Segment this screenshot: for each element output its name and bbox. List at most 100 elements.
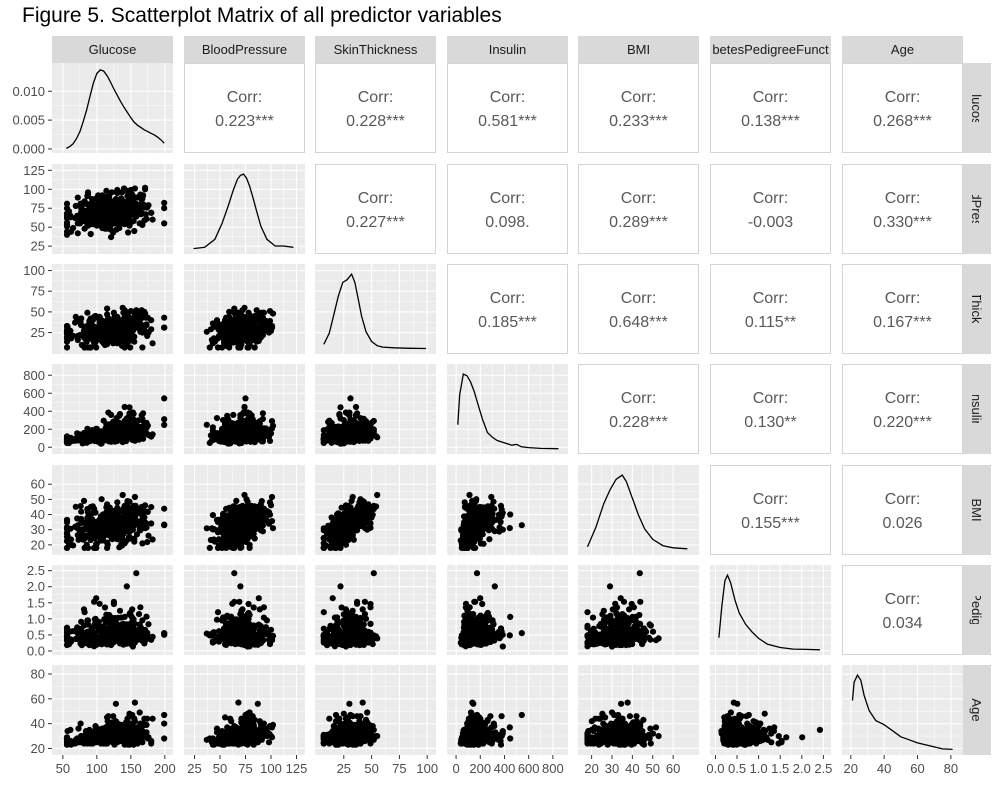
scatter-point (462, 504, 469, 511)
corr-value: 0.167*** (873, 314, 932, 331)
corr-panel-border (578, 164, 699, 254)
corr-heading: Corr: (621, 390, 657, 407)
scatter-point (121, 214, 128, 221)
scatter-point (244, 535, 251, 542)
corr-panel-border (578, 63, 699, 153)
corr-panel-border (842, 63, 963, 153)
scatter-point (232, 336, 239, 343)
scatter-point (337, 415, 344, 422)
scatter-point (499, 526, 506, 533)
scatter-point (237, 535, 244, 542)
scatter-point (103, 225, 110, 232)
scatter-point (89, 625, 96, 632)
scatter-point (244, 337, 251, 344)
scatter-point (345, 535, 352, 542)
scatter-point (120, 518, 127, 525)
scatter-point (138, 511, 145, 518)
column-strip-label: betesPedigreeFunct (712, 42, 829, 57)
scatter-point (352, 412, 360, 419)
scatter-point (79, 209, 86, 216)
scatter-point (224, 320, 231, 327)
scatter-point (219, 544, 226, 552)
scatter-point (373, 433, 380, 440)
scatter-point (237, 326, 244, 333)
scatter-point (135, 611, 143, 618)
scatter-point (139, 540, 146, 547)
row-strip-label: Glucose (969, 84, 984, 132)
scatter-point (360, 523, 367, 530)
scatter-point (243, 519, 250, 526)
column-strip-bg (447, 36, 568, 63)
scatter-point (220, 528, 227, 535)
corr-heading: Corr: (753, 89, 789, 106)
scatter-point (123, 187, 130, 194)
panel-background (184, 164, 305, 254)
scatter-point (99, 196, 107, 203)
panel-background (447, 364, 568, 454)
corr-value: 0.155*** (741, 515, 800, 532)
corr-value: 0.268*** (873, 113, 932, 130)
scatter-point (203, 421, 210, 428)
corr-panel-glucose-diabetespedigreefunction: Corr:0.138*** (710, 63, 831, 153)
scatter-point (63, 200, 71, 207)
corr-panel-bloodpressure-insulin: Corr:0.098. (447, 164, 568, 254)
scatter-point (233, 497, 240, 504)
scatter-point (80, 622, 88, 629)
scatter-point (131, 493, 138, 501)
scatter-point (230, 411, 237, 418)
scatter-point (137, 604, 144, 611)
scatter-point (346, 412, 353, 419)
scatter-point (83, 524, 90, 531)
scatter-point (142, 502, 149, 509)
scatter-point (100, 417, 107, 424)
scatter-point (106, 421, 113, 428)
row-strip-skinthickness: SkinThickness (963, 264, 991, 354)
scatter-point (96, 600, 103, 607)
scatter-point (227, 536, 234, 543)
scatter-point (257, 501, 264, 508)
scatter-point (86, 533, 93, 540)
scatter-point (63, 344, 71, 351)
scatter-point (91, 598, 98, 605)
scatter-point (355, 523, 362, 530)
scatter-point (161, 220, 168, 227)
scatter-point (224, 434, 231, 441)
scatter-point (349, 418, 356, 425)
column-strip-bloodpressure: BloodPressure (184, 36, 305, 63)
scatter-point (93, 641, 100, 649)
scatter-point (129, 409, 136, 416)
scatter-point (507, 511, 514, 518)
row-strip-bg (963, 665, 991, 755)
scatter-point (106, 514, 113, 521)
scatter-point (263, 508, 270, 515)
corr-heading: Corr: (358, 89, 394, 106)
corr-value: 0.185*** (478, 314, 537, 331)
scatter-point (148, 209, 155, 216)
row-strip-insulin: Insulin (963, 364, 991, 454)
scatter-point (206, 544, 213, 552)
scatter-point (236, 598, 243, 605)
scatter-point (84, 189, 92, 196)
scatter-point (125, 229, 132, 236)
scatter-point (244, 344, 251, 351)
scatter-point (360, 416, 367, 423)
scatter-point (120, 336, 127, 344)
scatter-point (131, 227, 138, 235)
corr-panel-border (447, 264, 568, 354)
scatter-point (213, 317, 221, 324)
scatter-point (331, 432, 338, 439)
scatter-bmi-vs-insulin (457, 491, 525, 552)
column-strip-glucose: Glucose (52, 36, 173, 63)
scatter-point (239, 513, 246, 521)
scatter-point (242, 526, 249, 533)
scatter-point (237, 436, 244, 443)
scatter-point (104, 541, 111, 548)
scatter-point (102, 619, 109, 626)
corr-value: 0.330*** (873, 214, 932, 231)
scatter-point (145, 621, 152, 628)
density-curve-bloodpressure (193, 173, 294, 250)
corr-value: 0.648*** (609, 314, 668, 331)
scatter-point (114, 190, 121, 197)
scatter-point (338, 504, 345, 511)
corr-value: 0.220*** (873, 414, 932, 431)
